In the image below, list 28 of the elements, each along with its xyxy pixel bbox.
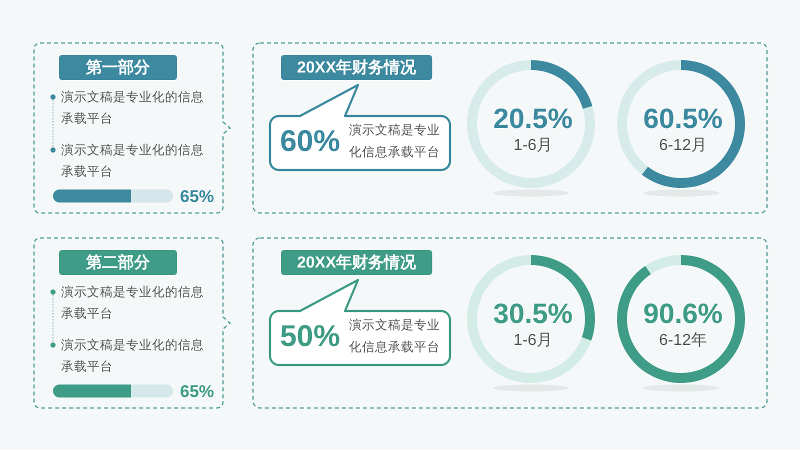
- donut-slice: [617, 255, 745, 383]
- text: 60%: [280, 124, 340, 158]
- donut-slice: [642, 60, 745, 188]
- text: 20XX年财务情况: [297, 253, 418, 271]
- slice-label: 1-6月: [513, 332, 553, 348]
- text: 演示文稿是专业化信息承载平台: [349, 318, 440, 354]
- slice-label: 6-12月: [658, 136, 708, 154]
- text: 50%: [280, 320, 340, 352]
- donut-slice: [531, 60, 592, 109]
- data-label: 90.6%: [643, 298, 723, 328]
- text: 演示文稿是专业化信息承载平台: [349, 123, 440, 159]
- text: 演示文稿是专业化的信息承载平台: [61, 143, 204, 178]
- chart-title: 第二部分: [85, 253, 151, 271]
- donut-slice: [467, 60, 595, 188]
- chart-title: 第一部分: [85, 58, 151, 76]
- slice-label: 6-12年: [658, 332, 708, 348]
- donut-slice: [645, 255, 681, 274]
- text: 20XX年财务情况: [297, 58, 418, 76]
- donut-slice: [467, 255, 592, 383]
- data-label: 20.5%: [493, 102, 573, 134]
- data-label: 65%: [180, 382, 214, 400]
- text: 演示文稿是专业化的信息承载平台: [61, 90, 204, 126]
- data-label: 30.5%: [493, 298, 573, 328]
- text: 演示文稿是专业化的信息承载平台: [61, 338, 204, 374]
- slice-label: 1-6月: [513, 136, 553, 154]
- text: 演示文稿是专业化的信息承载平台: [61, 285, 204, 320]
- data-label: 60.5%: [643, 102, 723, 134]
- data-label: 65%: [180, 186, 214, 206]
